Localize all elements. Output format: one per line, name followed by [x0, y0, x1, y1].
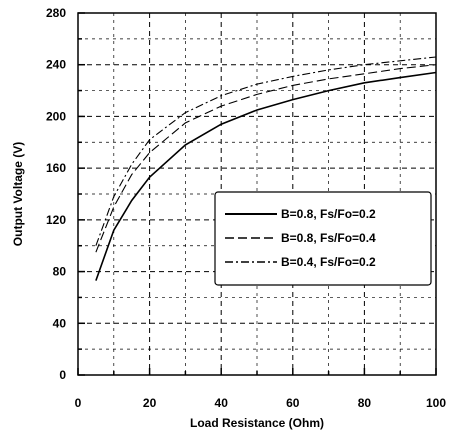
legend-label-3: B=0.4, Fs/Fo=0.2 — [281, 255, 376, 269]
series-line-3 — [95, 56, 437, 246]
x-axis-label: Load Resistance (Ohm) — [190, 416, 324, 430]
x-tick-label: 0 — [75, 396, 82, 410]
y-tick-label: 240 — [46, 58, 66, 72]
tick-marks — [77, 12, 437, 376]
x-tick-label: 20 — [143, 396, 157, 410]
y-tick-label: 40 — [53, 316, 67, 330]
y-tick-label: 280 — [46, 6, 66, 20]
y-tick-label: 200 — [46, 109, 66, 123]
x-tick-label: 60 — [286, 396, 300, 410]
y-axis-label: Output Voltage (V) — [11, 142, 25, 246]
series-layer — [95, 56, 437, 281]
y-tick-label: 120 — [46, 213, 66, 227]
y-tick-labels: 0 40 80 120 160 200 240 280 — [46, 6, 66, 382]
legend-label-1: B=0.8, Fs/Fo=0.2 — [281, 207, 376, 221]
y-tick-label: 160 — [46, 161, 66, 175]
series-line-2 — [95, 64, 437, 253]
legend-label-2: B=0.8, Fs/Fo=0.4 — [281, 231, 376, 245]
y-tick-label: 80 — [53, 265, 67, 279]
x-tick-label: 80 — [358, 396, 372, 410]
x-tick-label: 40 — [215, 396, 229, 410]
y-tick-label: 0 — [59, 368, 66, 382]
x-tick-label: 100 — [426, 396, 446, 410]
legend: B=0.8, Fs/Fo=0.2 B=0.8, Fs/Fo=0.4 B=0.4, F… — [214, 191, 432, 286]
series-line-1 — [95, 71, 437, 281]
x-tick-labels: 0 20 40 60 80 100 — [75, 396, 447, 410]
